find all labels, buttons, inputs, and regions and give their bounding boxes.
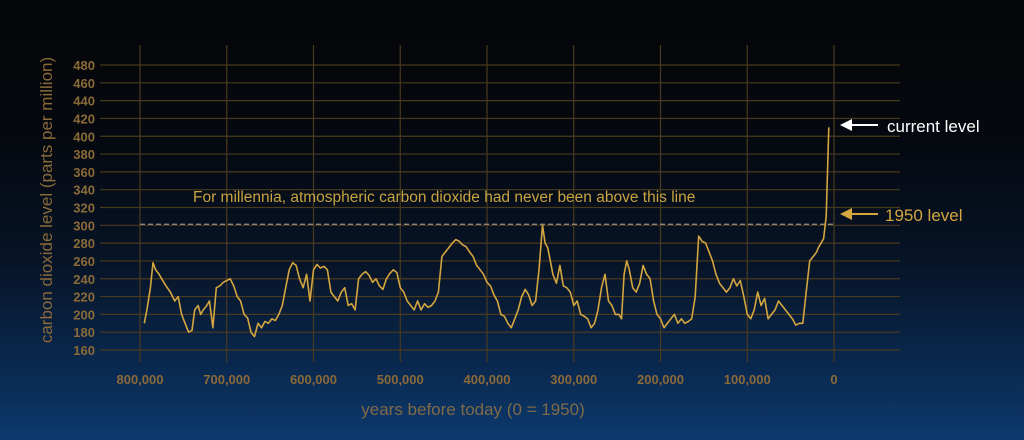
arrow-1950-level-icon — [840, 208, 878, 220]
y-tick-label: 240 — [73, 272, 95, 287]
y-tick-label: 260 — [73, 254, 95, 269]
y-tick-label: 440 — [73, 94, 95, 109]
y-axis-ticks: 480 460 440 420 400 380 360 340 320 300 280 260 240 2… — [73, 58, 95, 358]
x-tick-label: 500,000 — [377, 372, 424, 387]
y-tick-label: 480 — [73, 58, 95, 73]
y-tick-label: 200 — [73, 307, 95, 322]
chart-grid — [100, 45, 900, 362]
x-axis-label: years before today (0 = 1950) — [361, 400, 585, 419]
co2-data-line — [143, 127, 830, 338]
y-tick-label: 220 — [73, 290, 95, 305]
y-tick-label: 280 — [73, 236, 95, 251]
x-tick-label: 200,000 — [637, 372, 684, 387]
x-tick-label: 300,000 — [550, 372, 597, 387]
y-tick-label: 180 — [73, 325, 95, 340]
y-tick-label: 360 — [73, 165, 95, 180]
x-tick-label: 700,000 — [203, 372, 250, 387]
y-axis-label: carbon dioxide level (parts per million) — [37, 56, 56, 344]
y-tick-label: 300 — [73, 218, 95, 233]
y-tick-label: 320 — [73, 201, 95, 216]
y-tick-label: 420 — [73, 111, 95, 126]
x-tick-label: 400,000 — [464, 372, 511, 387]
arrow-current-level-icon — [840, 119, 878, 131]
x-tick-label: 600,000 — [290, 372, 337, 387]
x-tick-label: 800,000 — [117, 372, 164, 387]
x-axis-ticks: 800,000 700,000 600,000 500,000 400,000 300,0… — [117, 372, 838, 387]
y-tick-label: 160 — [73, 343, 95, 358]
y-tick-label: 380 — [73, 147, 95, 162]
callout-current-level: current level — [887, 117, 980, 136]
annotation-text: For millennia, atmospheric carbon dioxid… — [193, 189, 696, 206]
y-tick-label: 460 — [73, 76, 95, 91]
y-tick-label: 340 — [73, 183, 95, 198]
x-tick-label: 0 — [830, 372, 837, 387]
y-tick-label: 400 — [73, 129, 95, 144]
callout-1950-level: 1950 level — [885, 206, 963, 225]
x-tick-label: 100,000 — [724, 372, 771, 387]
